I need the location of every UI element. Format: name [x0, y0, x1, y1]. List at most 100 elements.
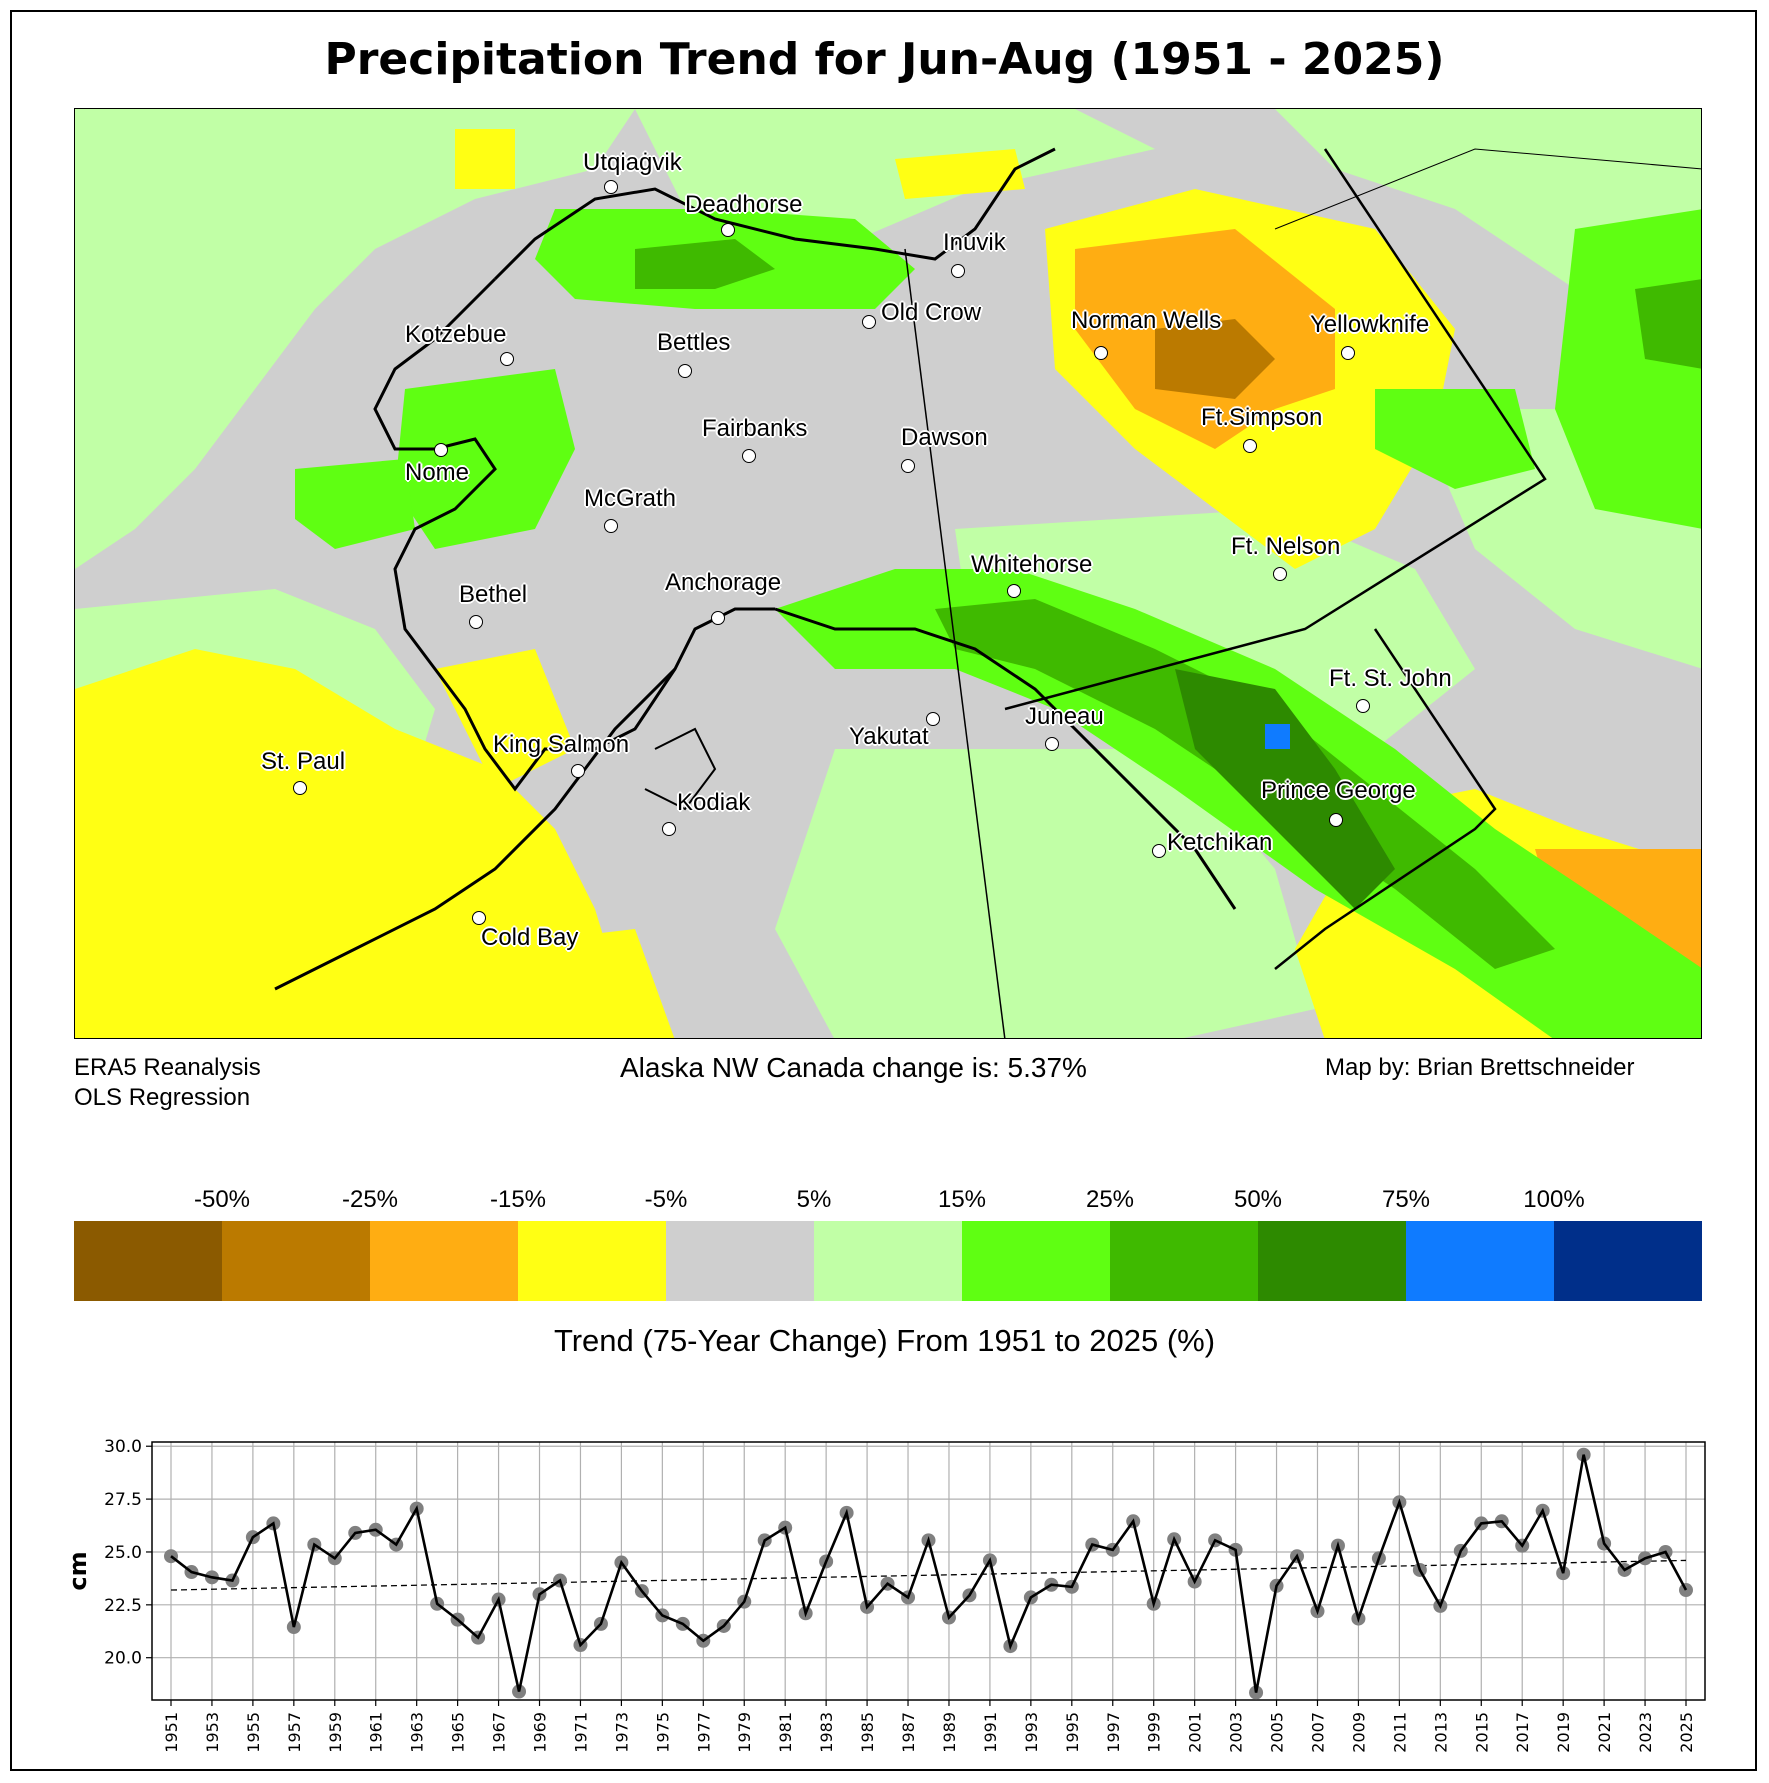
city-marker-mcgrath [604, 519, 618, 533]
colorbar-label: Trend (75-Year Change) From 1951 to 2025… [553, 1323, 1216, 1358]
data-point [1679, 1583, 1693, 1598]
x-tick-label: 2009 [1349, 1712, 1368, 1753]
precip-time-series: 30.0 27.5 25.0 22.5 20.0 1951 1953 1955 1957 1959… [64, 1437, 1706, 1753]
city-marker-utqiagvik [604, 180, 618, 194]
colorbar-swatch [370, 1221, 518, 1301]
city-label-old-crow: Old Crow [881, 299, 982, 326]
x-tick-label: 1991 [981, 1712, 1000, 1753]
x-tick-label: 1987 [899, 1712, 918, 1753]
city-label-bethel: Bethel [459, 581, 528, 608]
city-label-dawson: Dawson [901, 424, 988, 451]
x-tick-label: 2011 [1390, 1712, 1409, 1753]
city-label-kotzebue: Kotzebue [405, 321, 507, 348]
x-tick-label: 1979 [735, 1712, 754, 1753]
x-tick-label: 1965 [449, 1712, 468, 1753]
x-tick-label: 2005 [1268, 1712, 1287, 1753]
city-label-cold-bay: Cold Bay [481, 924, 579, 951]
colorbar-swatch [1406, 1221, 1554, 1301]
x-tick-label: 2013 [1431, 1712, 1450, 1753]
city-marker-inuvik [951, 264, 965, 278]
city-marker-ft-st-john [1356, 699, 1370, 713]
colorbar-swatch [1258, 1221, 1406, 1301]
colorbar-tick-label: -25% [341, 1186, 399, 1213]
source-line-2: OLS Regression [74, 1084, 251, 1111]
source-line-1: ERA5 Reanalysis [74, 1054, 261, 1081]
city-marker-anchorage [711, 611, 725, 625]
precip-trend-map: Utqiaġvik Deadhorse Inuvik Old Crow Norm… [74, 108, 1702, 1039]
city-label-ketchikan: Ketchikan [1167, 829, 1273, 856]
colorbar-swatch [222, 1221, 370, 1301]
city-marker-st-paul [293, 781, 307, 795]
city-label-ft-simpson: Ft.Simpson [1201, 404, 1323, 431]
city-label-ft-nelson: Ft. Nelson [1231, 533, 1341, 560]
x-tick-label: 2001 [1186, 1712, 1205, 1753]
x-tick-label: 1963 [408, 1712, 427, 1753]
page-title: Precipitation Trend for Jun-Aug (1951 - … [324, 34, 1445, 85]
colorbar-tick-label: 25% [1085, 1186, 1135, 1213]
colorbar-tick-label: 50% [1233, 1186, 1283, 1213]
colorbar-swatch [1110, 1221, 1258, 1301]
x-tick-label: 1961 [367, 1712, 386, 1753]
x-tick-label: 1957 [285, 1712, 304, 1753]
y-axis-label: cm [64, 1551, 92, 1590]
y-tick-label: 20.0 [104, 1649, 142, 1669]
colorbar-swatch [74, 1221, 222, 1301]
city-marker-nome [434, 443, 448, 457]
x-tick-label: 2019 [1554, 1712, 1573, 1753]
x-tick-label: 1973 [612, 1712, 631, 1753]
y-tick-label: 27.5 [104, 1490, 142, 1510]
x-tick-label: 1981 [776, 1712, 795, 1753]
city-label-bettles: Bettles [657, 329, 731, 356]
regional-change: Alaska NW Canada change is: 5.37% [620, 1052, 1087, 1083]
city-label-utqiagvik: Utqiaġvik [583, 149, 682, 176]
city-label-anchorage: Anchorage [665, 569, 782, 596]
x-tick-label: 2021 [1595, 1712, 1614, 1753]
x-tick-label: 2003 [1227, 1712, 1246, 1753]
city-label-inuvik: Inuvik [943, 229, 1006, 256]
x-tick-label: 1967 [490, 1712, 509, 1753]
colorbar-tick-label: 15% [937, 1186, 987, 1213]
x-tick-label: 1983 [817, 1712, 836, 1753]
city-label-whitehorse: Whitehorse [971, 551, 1093, 578]
colorbar-tick-label: 5% [796, 1186, 832, 1213]
trend-line [170, 1559, 1687, 1591]
x-tick-label: 1993 [1022, 1712, 1041, 1753]
x-tick-label: 1975 [653, 1712, 672, 1753]
figure-frame [10, 10, 1757, 1771]
city-marker-old-crow [862, 315, 876, 329]
x-tick-label: 1977 [694, 1712, 713, 1753]
colorbar [74, 1221, 1702, 1301]
x-tick-label: 1955 [244, 1712, 263, 1753]
plot-frame [151, 1441, 1706, 1701]
colorbar-tick-label: 100% [1523, 1186, 1585, 1213]
x-tick-label: 1971 [571, 1712, 590, 1753]
y-tick-label: 25.0 [104, 1543, 142, 1563]
city-marker-ketchikan [1152, 844, 1166, 858]
city-label-yakutat: Yakutat [849, 723, 929, 750]
city-marker-yakutat [926, 712, 940, 726]
x-tick-label: 2025 [1677, 1712, 1696, 1753]
colorbar-swatch [666, 1221, 814, 1301]
y-tick-label: 22.5 [104, 1596, 142, 1616]
city-marker-prince-george [1329, 813, 1343, 827]
x-tick-label: 2015 [1472, 1712, 1491, 1753]
x-tick-label: 2017 [1513, 1712, 1532, 1753]
y-tick-label: 30.0 [104, 1437, 142, 1457]
x-tick-label: 1997 [1104, 1712, 1123, 1753]
city-marker-fairbanks [742, 449, 756, 463]
city-label-norman-wells: Norman Wells [1071, 307, 1222, 334]
city-marker-bettles [678, 364, 692, 378]
city-label-prince-george: Prince George [1261, 777, 1416, 804]
colorbar-swatch [814, 1221, 962, 1301]
city-marker-deadhorse [721, 223, 735, 237]
city-marker-dawson [901, 459, 915, 473]
x-tick-label: 1999 [1145, 1712, 1164, 1753]
city-marker-ft-nelson [1273, 567, 1287, 581]
city-label-deadhorse: Deadhorse [685, 191, 803, 218]
colorbar-swatch [1554, 1221, 1702, 1301]
city-label-st-paul: St. Paul [261, 748, 346, 775]
x-tick-label: 1951 [162, 1712, 181, 1753]
x-tick-label: 1969 [531, 1712, 550, 1753]
x-tick-label: 1953 [203, 1712, 222, 1753]
city-label-king-salmon: King Salmon [493, 731, 630, 758]
